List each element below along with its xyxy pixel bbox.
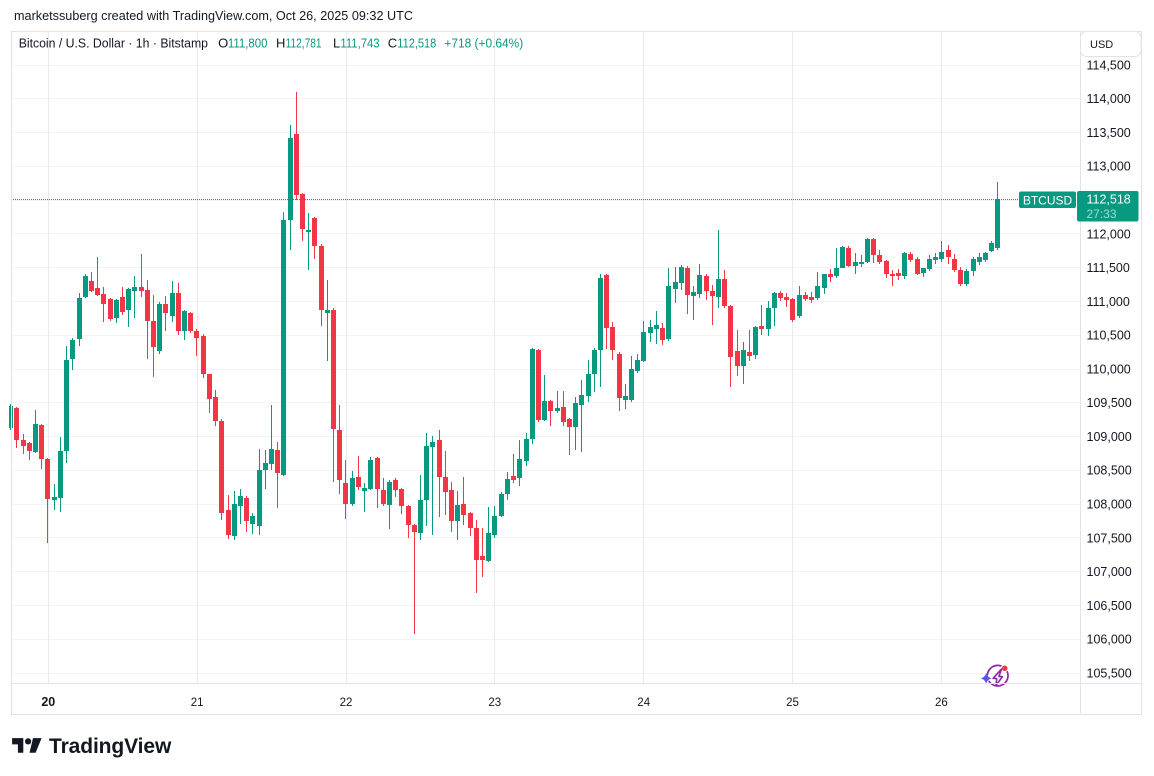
svg-text:112,518: 112,518: [397, 36, 436, 51]
svg-text:108,000: 108,000: [1087, 498, 1132, 512]
svg-text:H: H: [276, 36, 285, 51]
svg-text:113,000: 113,000: [1087, 160, 1131, 174]
svg-text:112,518: 112,518: [1087, 193, 1131, 207]
svg-text:L: L: [333, 36, 340, 51]
svg-text:106,000: 106,000: [1087, 633, 1132, 647]
svg-text:111,500: 111,500: [1087, 261, 1130, 275]
svg-text:111,800: 111,800: [228, 36, 268, 51]
svg-text:108,500: 108,500: [1087, 464, 1132, 478]
svg-text:112,000: 112,000: [1087, 227, 1131, 241]
svg-text:109,000: 109,000: [1087, 430, 1132, 444]
svg-text:TradingView: TradingView: [49, 735, 172, 758]
svg-text:110,000: 110,000: [1087, 362, 1131, 376]
svg-text:+718 (+0.64%): +718 (+0.64%): [444, 36, 523, 51]
svg-text:107,500: 107,500: [1087, 531, 1132, 545]
svg-text:26: 26: [935, 697, 948, 709]
svg-text:105,500: 105,500: [1087, 666, 1132, 680]
svg-text:BTCUSD: BTCUSD: [1023, 193, 1073, 207]
svg-text:114,500: 114,500: [1087, 58, 1131, 72]
svg-text:20: 20: [41, 695, 55, 709]
svg-text:23: 23: [488, 697, 501, 709]
svg-text:113,500: 113,500: [1087, 126, 1131, 140]
svg-text:25: 25: [786, 697, 799, 709]
svg-text:111,000: 111,000: [1087, 295, 1130, 309]
svg-text:107,000: 107,000: [1087, 565, 1132, 579]
svg-text:O: O: [218, 36, 228, 51]
svg-text:C: C: [388, 36, 397, 51]
svg-text:109,500: 109,500: [1087, 396, 1132, 410]
svg-text:111,743: 111,743: [340, 36, 379, 51]
svg-text:106,500: 106,500: [1087, 599, 1132, 613]
svg-text:112,781: 112,781: [286, 36, 322, 51]
svg-text:24: 24: [637, 697, 650, 709]
svg-text:marketssuberg created with Tra: marketssuberg created with TradingView.c…: [14, 8, 413, 23]
svg-text:110,500: 110,500: [1087, 329, 1131, 343]
svg-text:USD: USD: [1090, 39, 1113, 51]
svg-text:114,000: 114,000: [1087, 92, 1131, 106]
svg-text:22: 22: [340, 697, 353, 709]
svg-text:21: 21: [191, 697, 204, 709]
svg-text:27:33: 27:33: [1087, 207, 1117, 221]
svg-text:Bitcoin / U.S. Dollar · 1h · B: Bitcoin / U.S. Dollar · 1h · Bitstamp: [19, 36, 208, 51]
